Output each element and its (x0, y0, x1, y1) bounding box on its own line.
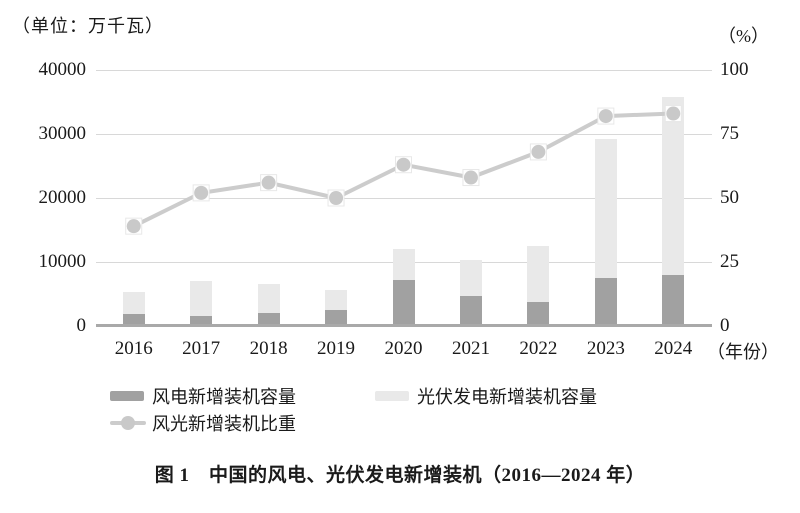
bar-segment-solar-2022 (527, 246, 550, 302)
bar-segment-solar-2023 (594, 138, 617, 278)
share-line-marker-2021 (463, 170, 478, 185)
gridline (96, 70, 712, 71)
bar-segment-wind-2021 (459, 295, 482, 326)
x-axis-tick-label-2016: 2016 (114, 338, 153, 359)
gridline (96, 198, 712, 199)
bar-segment-wind-2024 (662, 274, 685, 326)
legend-label-solar: 光伏发电新增装机容量 (417, 386, 597, 407)
bar-segment-solar-2016 (122, 291, 145, 314)
x-axis-tick-label-2020: 2020 (384, 338, 423, 359)
bar-segment-wind-2016 (122, 313, 145, 326)
x-axis-tick-label-2024: 2024 (654, 338, 693, 359)
bar-segment-wind-2019 (325, 309, 348, 326)
left-axis-tick-label: 20000 (38, 187, 87, 208)
x-axis-tick-label-2018: 2018 (249, 338, 288, 359)
share-line-marker-2024 (666, 106, 681, 121)
left-axis-tick-label: 10000 (38, 251, 87, 272)
right-axis-tick-label: 25 (720, 251, 739, 272)
figure-caption: 图 1 中国的风电、光伏发电新增装机（2016—2024 年） (154, 465, 646, 486)
bar-segment-wind-2018 (257, 312, 280, 326)
right-axis-unit-label: （%） (718, 26, 769, 46)
bar-segment-wind-2022 (527, 301, 550, 326)
right-axis-tick-label: 100 (720, 59, 749, 80)
left-axis-tick-label: 0 (76, 315, 87, 336)
bar-segment-solar-2019 (325, 290, 348, 310)
bar-segment-solar-2017 (190, 281, 213, 317)
share-line-marker-2018 (261, 175, 276, 190)
x-axis-title: （年份） (707, 342, 779, 362)
right-axis-tick-label: 0 (720, 315, 730, 336)
legend: 风电新增装机容量 光伏发电新增装机容量 风光新增装机比重 (110, 382, 690, 436)
bar-segment-solar-2024 (662, 97, 685, 275)
bar-segment-wind-2017 (190, 316, 213, 326)
bar-segment-solar-2020 (392, 249, 415, 281)
bar-segment-solar-2021 (459, 260, 482, 296)
gridline (96, 134, 712, 135)
bar-segment-wind-2023 (594, 277, 617, 326)
legend-row-2: 风光新增装机比重 (110, 409, 690, 436)
solar-bar-swatch-icon (375, 390, 409, 401)
x-axis-tick-label-2017: 2017 (182, 338, 221, 359)
share-line-marker-2017 (194, 185, 209, 200)
left-axis-tick-label: 40000 (38, 59, 87, 80)
right-axis-tick-label: 75 (720, 123, 739, 144)
plot-area (96, 70, 712, 326)
wind-bar-swatch-icon (110, 390, 144, 401)
legend-item-solar: 光伏发电新增装机容量 (375, 383, 597, 409)
legend-item-share: 风光新增装机比重 (110, 410, 375, 436)
share-line-marker-2016 (126, 219, 141, 234)
share-line-marker-2023 (598, 109, 613, 124)
share-line-marker-2022 (531, 144, 546, 159)
left-axis-unit-label: （单位：万千瓦） (12, 16, 164, 36)
x-axis-line (96, 324, 712, 327)
legend-label-wind: 风电新增装机容量 (152, 386, 296, 407)
legend-label-share: 风光新增装机比重 (152, 413, 296, 434)
legend-item-wind: 风电新增装机容量 (110, 383, 375, 409)
bar-segment-wind-2020 (392, 280, 415, 326)
bar-segment-solar-2018 (257, 284, 280, 313)
x-axis-tick-label-2021: 2021 (451, 338, 490, 359)
share-line-marker-2020 (396, 157, 411, 172)
share-line-marker-2019 (329, 191, 344, 205)
left-axis-tick-label: 30000 (38, 123, 87, 144)
right-axis-tick-label: 50 (720, 187, 739, 208)
x-axis-tick-label-2022: 2022 (519, 338, 558, 359)
share-line-layer (125, 105, 682, 235)
share-line-swatch-icon (110, 415, 146, 430)
legend-row-1: 风电新增装机容量 光伏发电新增装机容量 (110, 382, 690, 409)
x-axis-tick-label-2023: 2023 (586, 338, 625, 359)
x-axis-tick-label-2019: 2019 (317, 338, 356, 359)
